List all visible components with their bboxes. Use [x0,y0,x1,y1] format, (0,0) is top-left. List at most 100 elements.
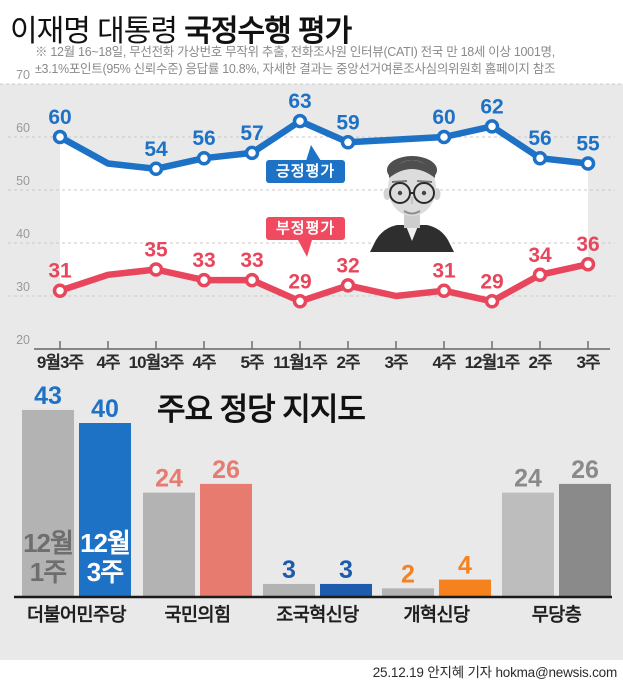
data-point-value-label: 36 [576,233,599,256]
data-point-value-label: 62 [480,95,503,118]
x-axis: 9월3주 4주 10월3주 4주 5주 11월1주 2주 3주 4주 12월1주 2주 3주 [37,341,602,372]
survey-methodology-note: ※ 12월 16~18일, 무선전화 가상번호 무작위 추출, 전화조사원 인터… [35,44,595,78]
data-point-value-label: 54 [144,138,168,161]
category-label: 더불어민주당 [27,604,127,625]
data-point-marker [52,129,68,145]
category-label: 무당층 [532,604,582,625]
category-label: 개혁신당 [403,604,470,625]
bar-group-1: 43 40 더불어민주당 [22,384,131,625]
category-label: 조국혁신당 [276,604,359,625]
title-bold-part: 국정수행 평가 [184,15,352,48]
disapproval-line-series: 31 35 33 33 29 32 31 29 34 36 [48,233,600,309]
bar [263,583,315,597]
data-point-marker [244,272,260,288]
data-point-marker [436,129,452,145]
data-point-marker [580,156,596,171]
data-point-value-label: 55 [576,133,600,156]
y-tick-label: 30 [16,280,30,294]
bar-value-label: 26 [571,456,599,484]
data-point-marker [148,161,164,177]
president-portrait-photo [362,148,462,252]
bar-value-label: 43 [34,384,62,410]
data-point-value-label: 33 [192,249,215,272]
approval-line-series: 60 54 56 57 63 59 60 62 56 55 [48,90,600,177]
bar-group-3: 3 3 조국혁신당 [263,556,372,625]
portrait-illustration [370,156,454,252]
data-point-value-label: 32 [336,254,359,277]
series-path [56,260,592,305]
category-label: 국민의힘 [164,604,230,625]
data-point-marker [148,262,164,277]
bar-value-label: 2 [401,560,415,588]
x-tick-label: 4주 [96,353,120,372]
data-point-marker [196,272,212,288]
bar-value-label: 3 [339,556,353,584]
bar-value-label: 24 [514,465,542,493]
bar [200,483,252,597]
reporter-credit: 25.12.19 안지혜 기자 hokma@newsis.com [372,665,617,680]
x-tick-label: 12월1주 [465,353,521,372]
page-title: 이재명 대통령 국정수행 평가 [10,6,620,50]
party-support-title: 주요 정당 지지도 [157,392,366,427]
bar-group-4: 2 4 개혁신당 [382,552,491,625]
data-point-marker [244,145,260,161]
data-point-marker [532,150,548,166]
data-point-marker [292,294,308,309]
bar [320,583,372,597]
positive-callout-tail [306,145,321,161]
x-tick-label: 3주 [384,353,408,372]
title-regular-part: 이재명 대통령 [10,15,185,48]
x-tick-label: 2주 [528,353,552,372]
data-point-marker [436,283,452,298]
bar [502,492,554,597]
bar [143,492,195,597]
data-point-marker [196,150,212,166]
x-tick-label: 5주 [240,353,264,372]
x-tick-label: 2주 [336,353,360,372]
data-point-marker [484,294,500,309]
y-tick-label: 40 [16,227,30,241]
bar-value-label: 26 [212,456,240,484]
negative-callout-tail [298,240,312,257]
bar-value-label: 24 [155,465,183,493]
data-point-value-label: 34 [528,244,552,267]
data-point-value-label: 31 [48,260,72,283]
data-point-value-label: 60 [48,106,71,129]
bar [382,588,434,597]
approval-trend-line-chart: 70 60 50 40 30 20 9월3주 4주 10월3주 4주 5주 11월1주 2주 3주 4주 12… [0,68,623,372]
data-point-value-label: 29 [480,270,503,293]
data-point-value-label: 59 [336,111,359,134]
legend-period-text: 12월 [23,528,73,558]
bar [22,409,74,597]
legend-period-text: 12월 [80,528,130,558]
bar-value-label: 40 [91,395,119,423]
bar-group-2: 24 26 국민의힘 [143,456,252,625]
between-series-band [60,121,588,302]
x-tick-label: 9월3주 [37,353,85,372]
data-point-value-label: 35 [144,239,168,262]
note-line-1: ※ 12월 16~18일, 무선전화 가상번호 무작위 추출, 전화조사원 인터… [35,45,555,59]
data-point-marker [532,267,548,283]
bar-value-label: 4 [458,552,472,580]
x-tick-label: 4주 [432,353,456,372]
y-tick-label: 20 [16,333,30,347]
data-point-marker [580,256,596,272]
data-point-value-label: 56 [192,127,215,150]
data-point-marker [484,119,500,134]
data-point-marker [340,278,356,293]
chart-area: 70 60 50 40 30 20 9월3주 4주 10월3주 4주 5주 11월1주 2주 3주 4주 12… [0,68,623,660]
x-tick-label: 10월3주 [129,353,185,372]
series-path [56,117,592,173]
page-header: 이재명 대통령 국정수행 평가 [10,6,620,50]
negative-series-badge: 부정평가 [266,217,346,240]
data-point-marker [52,283,68,298]
legend-period-text: 3주 [87,557,123,587]
data-point-value-label: 60 [432,106,455,129]
data-point-marker [340,135,356,150]
y-tick-label: 60 [16,121,30,135]
bar-group-5: 24 26 무당층 [502,456,611,625]
x-tick-label: 3주 [576,353,600,372]
